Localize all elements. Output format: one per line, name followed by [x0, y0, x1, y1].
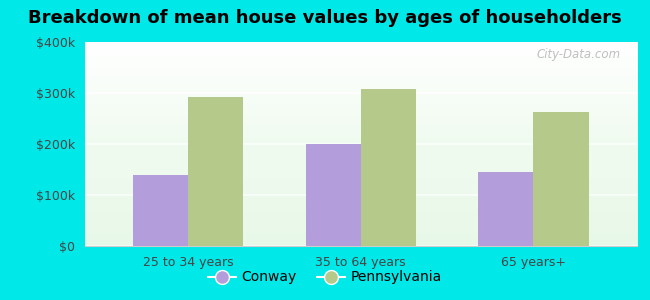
- Bar: [188, 97, 243, 246]
- Bar: [133, 175, 188, 246]
- Bar: [534, 112, 589, 246]
- Text: Breakdown of mean house values by ages of householders: Breakdown of mean house values by ages o…: [28, 9, 622, 27]
- Bar: [478, 172, 534, 246]
- Bar: [361, 89, 416, 246]
- Legend: Conway, Pennsylvania: Conway, Pennsylvania: [202, 265, 448, 290]
- Bar: [306, 144, 361, 246]
- Text: City-Data.com: City-Data.com: [536, 48, 620, 61]
